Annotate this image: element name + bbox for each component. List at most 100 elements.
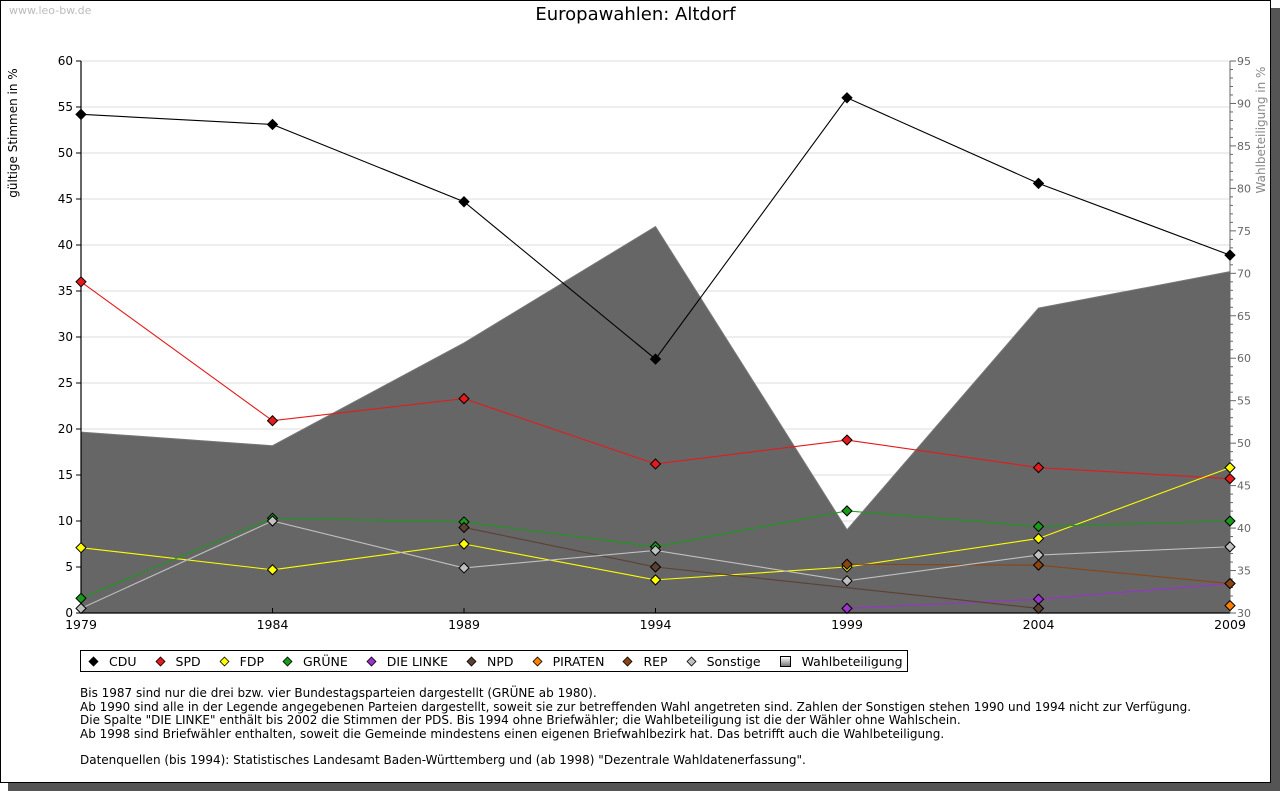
data-point-rep (1032, 559, 1045, 571)
data-point-cdu (1224, 249, 1236, 261)
note-line: Die Spalte "DIE LINKE" enthält bis 2002 … (80, 713, 961, 727)
y-tick-label: 45 (58, 192, 73, 206)
legend-item: DIE LINKE (366, 653, 449, 669)
turnout-area (80, 225, 1231, 613)
data-point-sonstige (841, 575, 853, 587)
y2-tick-label: 90 (1237, 97, 1251, 110)
y-tick-label: 5 (65, 560, 73, 574)
x-tick-label: 1999 (831, 617, 863, 632)
y-tick-label: 55 (58, 100, 73, 114)
x-tick-label: 1989 (448, 617, 480, 632)
y2-tick-label: 85 (1237, 140, 1251, 153)
legend-label: DIE LINKE (386, 653, 449, 669)
y-tick-label: 20 (58, 422, 73, 436)
note-line: Bis 1987 sind nur die drei bzw. vier Bun… (80, 686, 597, 700)
legend-label: Wahlbeteiligung (801, 653, 903, 669)
y2-tick-label: 30 (1237, 607, 1251, 620)
diamond-marker-icon (466, 656, 477, 666)
axes: 0 5 10 15 20 25 30 35 40 45 50 55 60 1979 1984 1989 1994… (58, 54, 1251, 632)
data-point-spd (649, 458, 662, 470)
watermark: www.leo-bw.de (9, 4, 92, 17)
data-point-npd (458, 521, 470, 534)
data-point-fdp (1224, 461, 1236, 474)
frame-shadow-bottom (8, 783, 1280, 791)
y2-axis-label: Wahlbeteiligung in % (1254, 67, 1268, 194)
x-tick-label: 1984 (257, 617, 289, 632)
data-point-die-linke (841, 602, 853, 615)
series-markers (75, 92, 1236, 615)
legend-label: GRÜNE (302, 653, 348, 669)
y-tick-label: 30 (58, 330, 73, 344)
diamond-marker-icon (686, 656, 697, 666)
legend-label: SPD (175, 653, 201, 669)
data-point-fdp (649, 574, 662, 586)
y-tick-label: 15 (58, 468, 73, 482)
data-point-sonstige (458, 562, 470, 574)
legend-label: FDP (239, 653, 264, 669)
data-point-npd (1032, 602, 1045, 615)
square-marker-icon (779, 655, 791, 667)
data-point-cdu (75, 108, 87, 121)
diamond-marker-icon (282, 656, 293, 666)
y2-tick-label: 60 (1237, 352, 1251, 365)
legend-label: PIRATEN (552, 653, 605, 669)
legend-item: SPD (155, 653, 201, 669)
x-tick-label: 1979 (65, 617, 97, 632)
y2-tick-label: 70 (1237, 267, 1251, 280)
y2-tick-label: 95 (1237, 55, 1251, 68)
data-point-cdu (458, 196, 470, 208)
legend-item: CDU (88, 654, 137, 669)
data-point-rep (1224, 577, 1236, 590)
data-point-sonstige (266, 515, 279, 527)
note-line: Ab 1990 sind alle in der Legende angegeb… (80, 699, 1192, 714)
data-point-sonstige (1032, 549, 1045, 561)
chart-title: Europawahlen: Altdorf (535, 4, 736, 25)
y-tick-label: 50 (58, 146, 73, 160)
data-point-spd (1224, 472, 1236, 485)
data-point-fdp (75, 541, 87, 554)
diamond-marker-icon (155, 656, 165, 666)
diamond-marker-icon (622, 656, 633, 666)
data-point-cdu (649, 353, 662, 365)
y2-tick-label: 50 (1237, 437, 1251, 450)
legend: CDU SPD FDP GRÜNE DIE LINKE NPD PIRATEN REP Sons… (80, 650, 908, 672)
y2-tick-label: 40 (1237, 522, 1251, 535)
data-point-cdu (266, 118, 279, 131)
diamond-marker-icon (366, 656, 377, 666)
note-line: Ab 1998 sind Briefwähler enthalten, sowe… (80, 726, 945, 741)
turnout-area-fill (81, 226, 1230, 613)
data-point-gr-ne (841, 505, 853, 517)
data-point-cdu (1032, 177, 1045, 190)
y2-tick-label: 45 (1237, 480, 1251, 493)
data-point-spd (75, 276, 87, 288)
data-point-rep (841, 558, 853, 570)
data-point-cdu (841, 92, 853, 104)
legend-item: Sonstige (686, 654, 761, 669)
legend-item: REP (622, 653, 668, 669)
y2-tick-label: 35 (1237, 565, 1251, 578)
diamond-marker-icon (219, 656, 230, 666)
data-point-sonstige (649, 544, 662, 557)
data-point-sonstige (75, 602, 87, 615)
y-tick-label: 40 (58, 238, 73, 252)
legend-item: Wahlbeteiligung (779, 653, 903, 669)
data-point-spd (266, 415, 279, 427)
y2-tick-label: 55 (1237, 395, 1251, 408)
legend-label: REP (643, 653, 668, 669)
turnout-area-line (80, 225, 1231, 531)
y2-tick-label: 75 (1237, 225, 1251, 238)
data-point-fdp (1032, 532, 1045, 545)
y-axis-label: gültige Stimmen in % (6, 68, 20, 197)
legend-item: GRÜNE (282, 653, 348, 669)
y2-tick-label: 65 (1237, 310, 1251, 323)
data-point-npd (649, 561, 662, 573)
x-tick-label: 2004 (1023, 617, 1055, 632)
chart-canvas: 0 5 10 15 20 25 30 35 40 45 50 55 60 1979 1984 1989 1994… (6, 54, 1268, 632)
diamond-marker-icon (88, 656, 99, 666)
y2-tick-label: 80 (1237, 182, 1251, 195)
legend-item: PIRATEN (532, 653, 605, 669)
data-point-fdp (458, 538, 470, 550)
legend-label: NPD (487, 653, 514, 669)
frame-shadow-right (1271, 8, 1280, 791)
data-point-gr-ne (1224, 515, 1236, 527)
